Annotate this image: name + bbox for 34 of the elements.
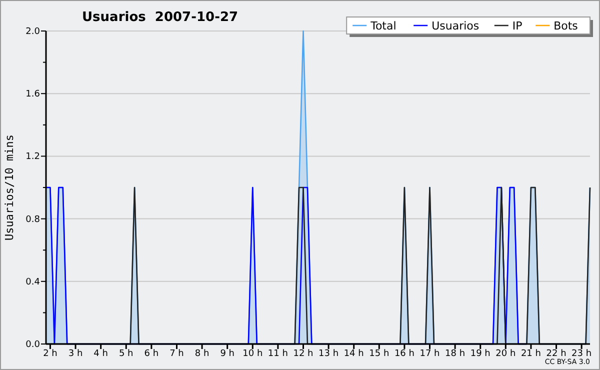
x-tick-label: 14 h — [344, 349, 364, 359]
x-tick-label: 4 h — [94, 349, 108, 359]
y-tick-label: 0.4 — [26, 277, 40, 288]
x-tick-label: 7 h — [170, 349, 184, 359]
y-tick-label: 0.0 — [26, 340, 40, 350]
x-tick-label: 16 h — [394, 349, 414, 359]
x-tick-label: 2 h — [43, 349, 58, 359]
y-tick-label: 1.6 — [26, 90, 40, 100]
legend-label: IP — [512, 20, 523, 32]
x-tick-label: 10 h — [242, 349, 263, 359]
x-tick-label: 18 h — [445, 349, 466, 359]
x-tick-label: 17 h — [420, 349, 440, 359]
x-tick-label: 12 h — [293, 349, 314, 359]
x-tick-label: 19 h — [470, 349, 490, 359]
x-tick-label: 21 h — [520, 349, 541, 359]
x-tick-label: 15 h — [369, 349, 390, 359]
x-tick-label: 23 h — [572, 349, 592, 359]
legend-label: Total — [370, 20, 396, 32]
x-tick-label: 22 h — [546, 349, 566, 359]
legend-label: Usuarios — [432, 20, 480, 32]
y-axis-title: Usuarios/10 mins — [3, 134, 16, 240]
x-tick-label: 5 h — [118, 349, 134, 359]
x-tick-label: 3 h — [68, 349, 83, 359]
x-tick-label: 9 h — [220, 349, 234, 359]
y-tick-label: 1.2 — [26, 152, 40, 162]
chart-title: Usuarios 2007-10-27 — [82, 10, 238, 25]
x-tick-label: 13 h — [318, 349, 339, 359]
y-tick-label: 0.8 — [26, 214, 40, 225]
x-tick-label: 11 h — [268, 349, 288, 359]
x-tick-label: 20 h — [496, 349, 516, 359]
y-tick-label: 2.0 — [26, 27, 40, 37]
x-tick-label: 6 h — [144, 349, 159, 359]
legend-label: Bots — [554, 20, 578, 32]
x-tick-label: 8 h — [194, 349, 210, 359]
